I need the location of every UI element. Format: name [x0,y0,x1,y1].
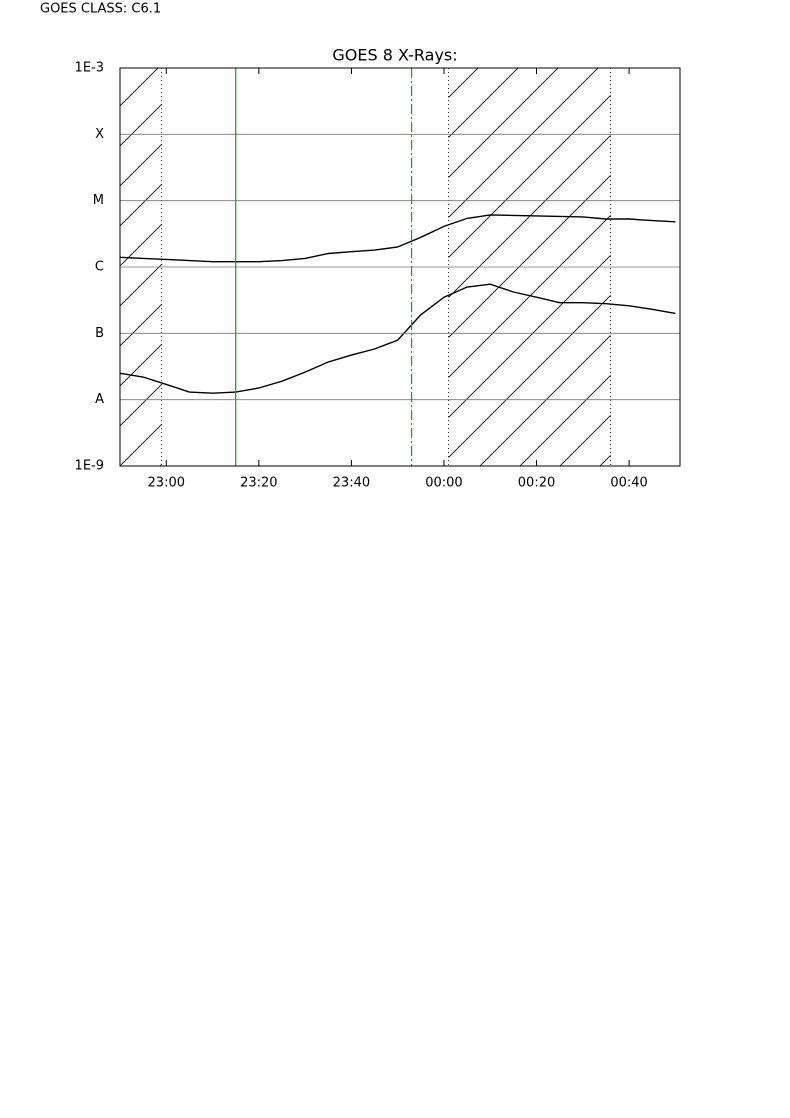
chart-title: GOES 8 X-Rays: [332,46,457,65]
x-tick-label: 23:20 [240,476,277,491]
x-tick-label: 00:00 [425,476,462,491]
goes-class: GOES CLASS: C6.1 [40,2,161,17]
x-tick-label: 23:40 [333,476,370,491]
y-tick-label: C [95,260,104,275]
plot-frame [119,67,681,467]
flux-line [120,283,676,394]
flux-line [120,214,676,263]
x-tick-label: 23:00 [148,476,185,491]
y-tick-label: 1E-9 [75,459,104,474]
x-tick-label: 00:40 [610,476,647,491]
y-tick-label: M [93,193,104,208]
x-tick-label: 00:20 [518,476,555,491]
y-tick-label: X [95,127,104,142]
y-tick-label: B [95,326,104,341]
y-tick-label: A [95,392,104,407]
y-tick-label: 1E-3 [75,61,104,76]
